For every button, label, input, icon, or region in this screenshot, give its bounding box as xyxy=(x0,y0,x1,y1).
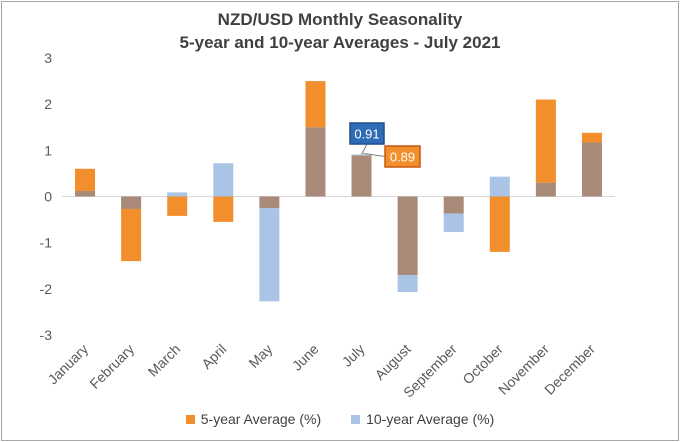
y-tick-label: -1 xyxy=(40,235,53,251)
annotations-group: 0.91 0.89 xyxy=(349,122,421,168)
y-axis-ticks: 3 2 1 0 -1 -2 -3 xyxy=(40,50,53,343)
annotation-box-5yr xyxy=(384,145,421,168)
bar-5yr xyxy=(213,196,234,222)
bar-5yr xyxy=(535,99,556,183)
annotation-label-10yr: 0.91 xyxy=(354,127,379,142)
y-tick-label: -2 xyxy=(40,281,53,297)
bar-overlap xyxy=(397,196,418,275)
legend: 5-year Average (%) 10-year Average (%) xyxy=(0,411,680,427)
bar-10yr xyxy=(489,176,510,197)
x-tick-label: December xyxy=(541,341,598,398)
bar-10yr xyxy=(167,192,188,197)
bar-overlap xyxy=(259,196,280,209)
bar-overlap xyxy=(75,190,96,197)
x-tick-label: March xyxy=(145,341,184,380)
y-tick-label: 1 xyxy=(44,142,52,158)
annotation-leader-5yr xyxy=(363,152,386,157)
bar-overlap xyxy=(351,155,372,197)
legend-swatch-5yr xyxy=(185,414,195,424)
bar-5yr xyxy=(581,132,602,143)
x-tick-label: July xyxy=(339,341,368,370)
bar-overlap xyxy=(121,196,142,209)
bar-overlap xyxy=(443,196,464,214)
chart-subtitle: 5-year and 10-year Averages - July 2021 xyxy=(179,33,501,52)
legend-label-10yr: 10-year Average (%) xyxy=(366,411,495,427)
y-tick-label: 2 xyxy=(44,96,52,112)
x-tick-label: June xyxy=(289,341,322,374)
annotation-leader-10yr xyxy=(361,143,368,155)
y-tick-label: 3 xyxy=(44,50,52,66)
bar-5yr xyxy=(489,196,510,252)
bar-10yr xyxy=(259,208,280,302)
bar-10yr xyxy=(443,213,464,233)
bars-group xyxy=(75,81,602,302)
x-tick-label: February xyxy=(86,341,137,392)
bar-overlap xyxy=(535,182,556,197)
y-tick-label: 0 xyxy=(44,189,52,205)
y-tick-label: -3 xyxy=(40,327,53,343)
x-tick-label: August xyxy=(372,341,414,383)
bar-10yr xyxy=(397,274,418,293)
chart-title: NZD/USD Monthly Seasonality 5-year and 1… xyxy=(0,8,680,54)
bar-overlap xyxy=(581,142,602,197)
legend-item-5yr: 5-year Average (%) xyxy=(185,411,322,427)
annotation-box-10yr xyxy=(349,122,385,145)
bar-5yr xyxy=(75,168,96,191)
annotation-label-5yr: 0.89 xyxy=(390,150,415,165)
bar-10yr xyxy=(351,154,372,156)
bar-5yr xyxy=(121,208,142,262)
chart-title-line1: NZD/USD Monthly Seasonality xyxy=(217,10,463,29)
bar-5yr xyxy=(305,81,326,128)
legend-label-5yr: 5-year Average (%) xyxy=(200,411,322,427)
x-tick-label: May xyxy=(245,341,275,371)
bar-10yr xyxy=(213,163,234,197)
x-tick-label: January xyxy=(45,341,92,388)
legend-swatch-10yr xyxy=(351,414,361,424)
bar-5yr xyxy=(167,196,188,216)
x-tick-label: April xyxy=(198,341,229,372)
x-tick-label: October xyxy=(459,341,506,388)
bar-overlap xyxy=(305,127,326,197)
legend-item-10yr: 10-year Average (%) xyxy=(351,411,494,427)
